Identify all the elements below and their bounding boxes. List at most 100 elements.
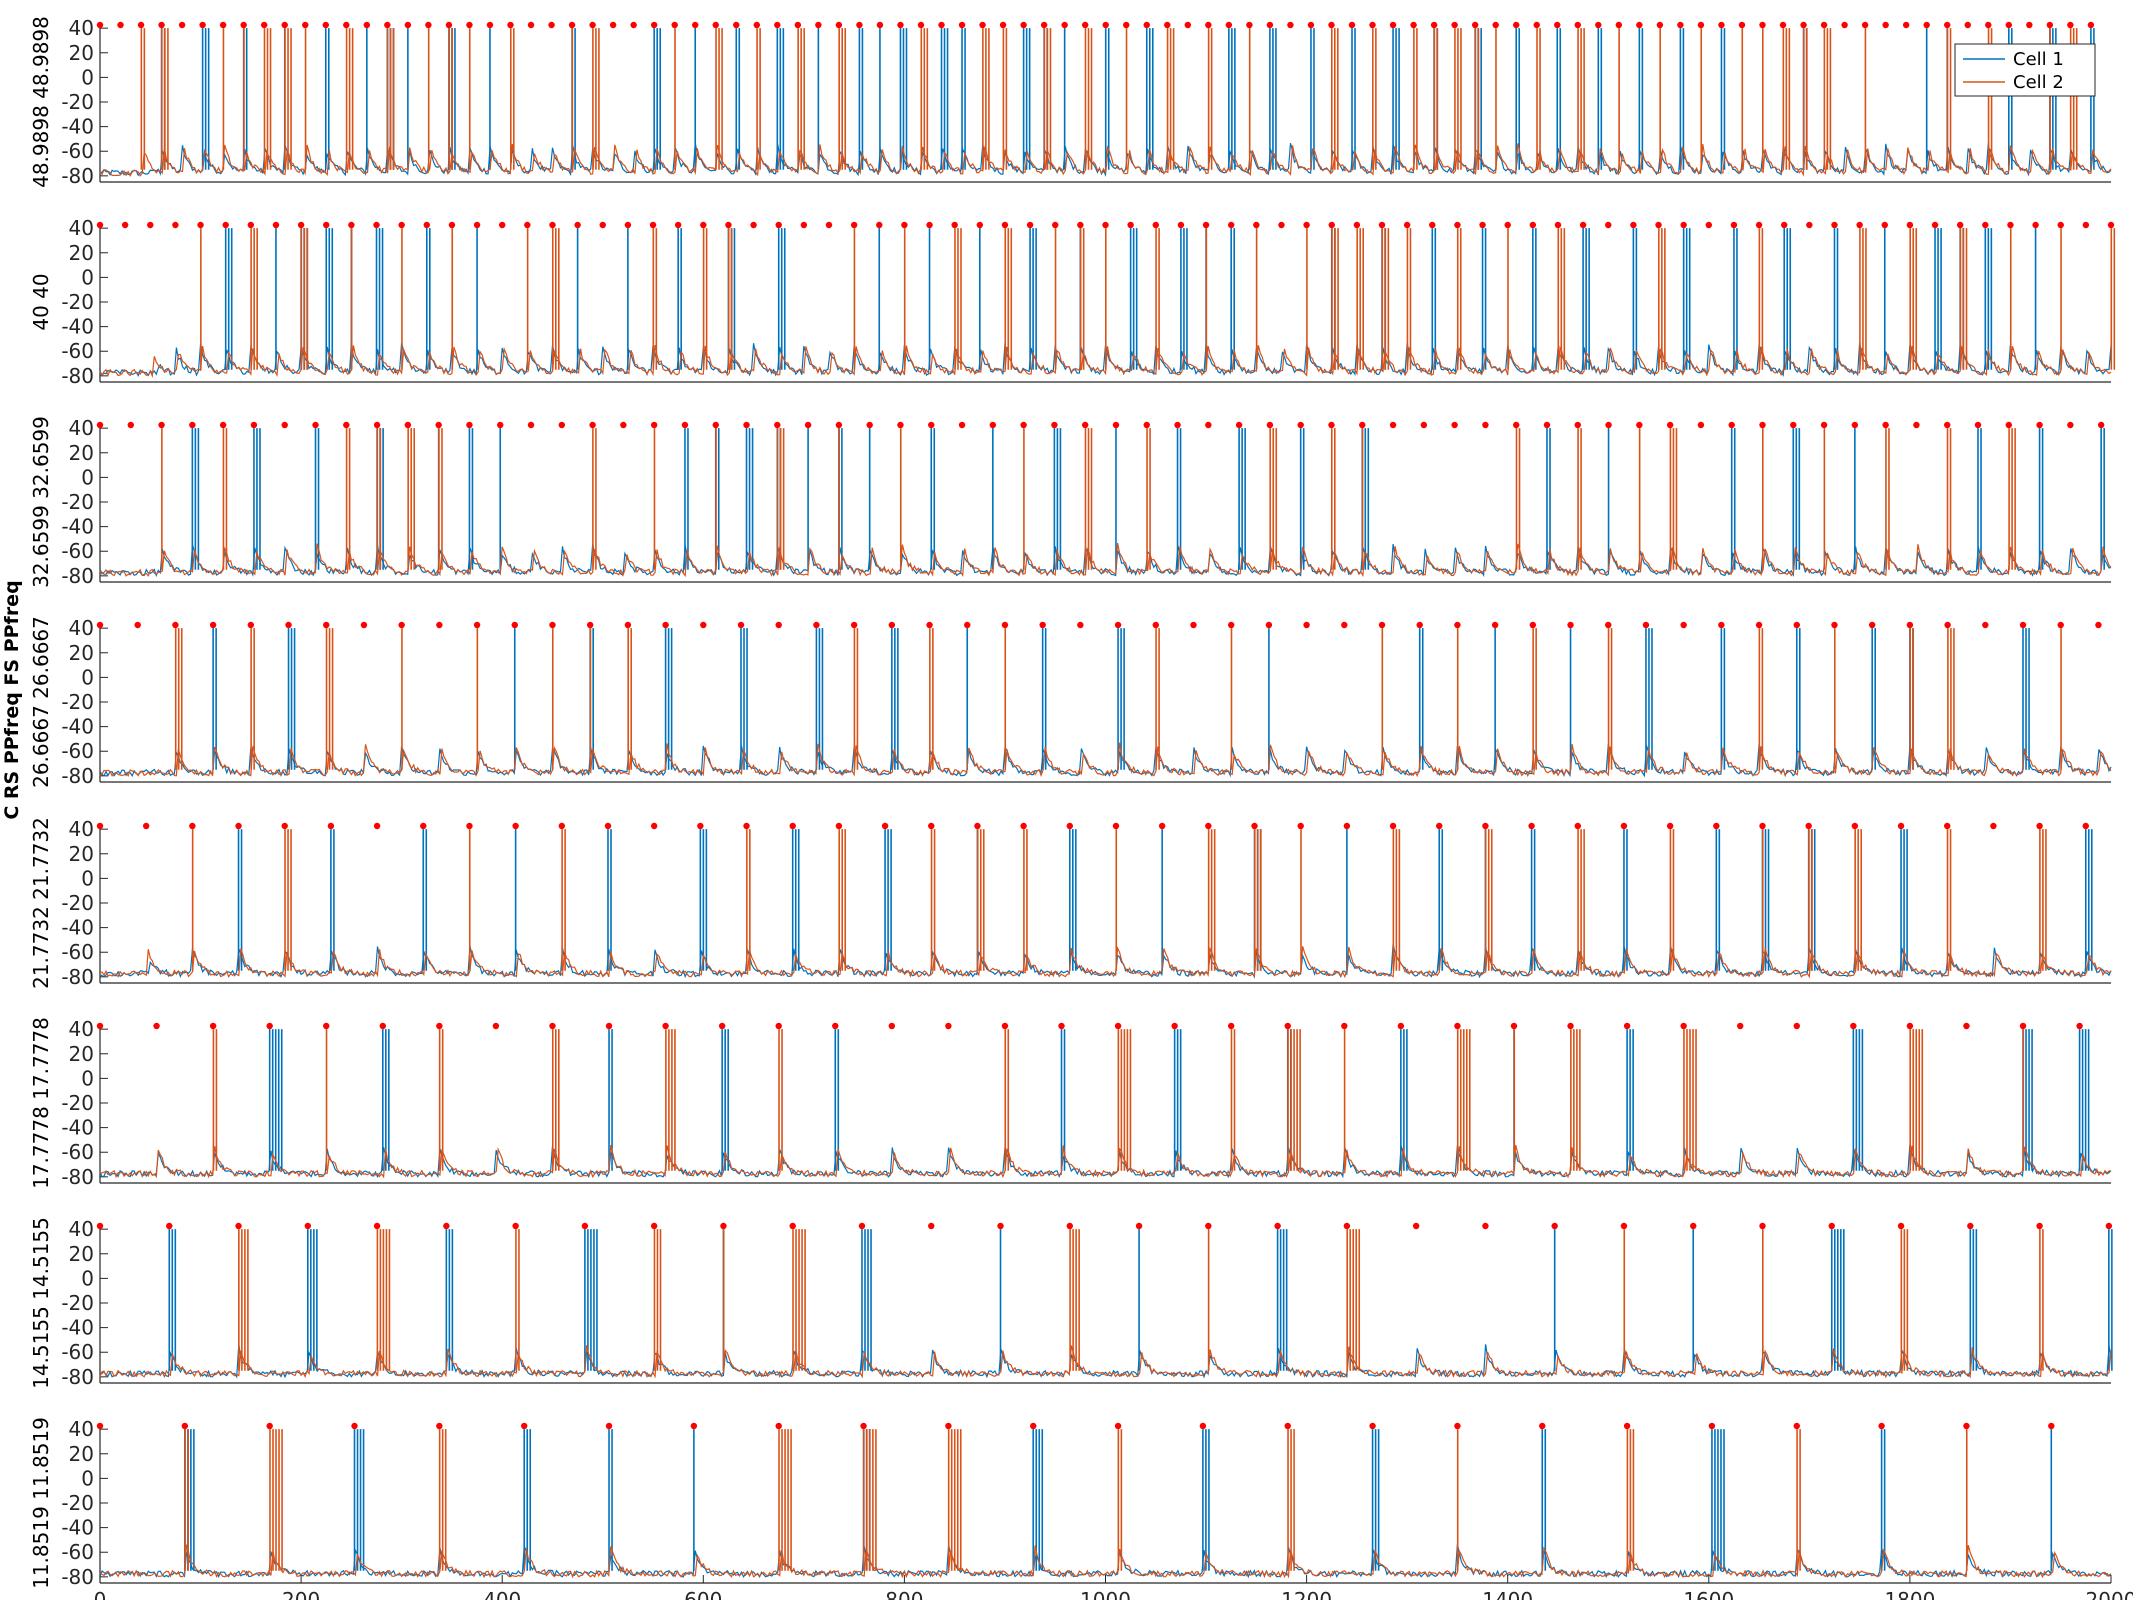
stimulus-marker <box>1574 21 1581 29</box>
stimulus-marker <box>926 621 933 629</box>
stimulus-marker <box>379 1022 386 1030</box>
stimulus-marker <box>1504 221 1511 229</box>
stimulus-marker <box>1759 421 1766 429</box>
stimulus-marker <box>974 822 981 830</box>
stimulus-marker <box>750 221 757 229</box>
stimulus-marker <box>976 221 984 229</box>
stimulus-marker <box>1274 1222 1281 1230</box>
cell-1-trace <box>99 143 2112 177</box>
stimulus-marker <box>997 1222 1004 1230</box>
stimulus-marker <box>599 221 606 229</box>
stimulus-marker <box>250 421 258 429</box>
stimulus-marker <box>281 421 288 429</box>
y-tick-label: -20 <box>61 1491 94 1515</box>
stimulus-marker <box>1081 421 1089 429</box>
y-tick-label: 0 <box>81 1066 94 1090</box>
stimulus-marker <box>1944 822 1951 830</box>
stimulus-marker <box>1039 621 1046 629</box>
cell-2-trace <box>99 143 2112 177</box>
stimulus-marker <box>1389 21 1397 29</box>
stimulus-marker <box>2048 1422 2055 1430</box>
stimulus-marker <box>1636 421 1643 429</box>
stimulus-marker <box>1287 21 1294 29</box>
stimulus-marker <box>1177 221 1185 229</box>
stimulus-marker <box>2019 1022 2027 1030</box>
stimulus-marker <box>343 421 350 429</box>
stimulus-marker <box>1964 21 1971 29</box>
stimulus-marker <box>1755 621 1763 629</box>
stimulus-marker <box>901 221 908 229</box>
panel-ylabel: 40 40 <box>29 273 53 330</box>
stimulus-marker <box>589 21 596 29</box>
stimulus-marker <box>1656 21 1664 29</box>
stimulus-marker <box>1001 1022 1009 1030</box>
stimulus-marker <box>1728 421 1735 429</box>
cell-2-spikes <box>174 628 2062 770</box>
y-tick-label: 40 <box>69 616 94 640</box>
stimulus-marker <box>1205 1222 1212 1230</box>
stimulus-marker <box>1471 21 1479 29</box>
stimulus-marker <box>1127 221 1134 229</box>
y-tick-label: -60 <box>61 539 94 563</box>
stimulus-marker <box>876 21 884 29</box>
cell-1-trace <box>99 1144 2112 1179</box>
stimulus-marker <box>1574 822 1581 830</box>
stimulus-marker <box>650 421 658 429</box>
stimulus-marker <box>1077 621 1084 629</box>
stimulus-marker <box>1574 421 1581 429</box>
y-tick-label: -40 <box>61 515 94 539</box>
stimulus-marker <box>630 21 637 29</box>
x-tick-label: 400 <box>483 1588 521 1600</box>
stimulus-marker <box>1737 1022 1744 1030</box>
stimulus-marker <box>850 621 858 629</box>
stimulus-marker <box>1906 621 1914 629</box>
stimulus-marker <box>649 221 657 229</box>
y-tick-label: -80 <box>61 965 94 989</box>
stimulus-marker <box>172 621 179 629</box>
stimulus-marker <box>1630 221 1637 229</box>
stimulus-marker <box>272 221 280 229</box>
stimulus-marker <box>486 21 494 29</box>
stimulus-marker <box>2107 221 2115 229</box>
stimulus-marker <box>343 21 350 29</box>
cell-2-trace <box>99 1544 2112 1579</box>
stimulus-marker <box>1348 21 1356 29</box>
stimulus-marker <box>832 1022 839 1030</box>
stimulus-marker <box>322 21 329 29</box>
y-tick-label: 20 <box>69 241 94 265</box>
stimulus-marker <box>1820 421 1828 429</box>
stimulus-marker <box>1429 221 1436 229</box>
stimulus-marker <box>2036 822 2043 830</box>
stimulus-marker <box>690 1422 698 1430</box>
stimulus-marker <box>1436 822 1443 830</box>
y-tick-label: -20 <box>61 90 94 114</box>
stimulus-marker <box>1451 421 1458 429</box>
panel-ylabel: 11.8519 11.8519 <box>29 1417 53 1589</box>
stimulus-marker <box>1623 1022 1631 1030</box>
stimulus-marker <box>1412 1222 1420 1230</box>
stimulus-marker <box>445 21 453 29</box>
stimulus-marker <box>527 21 535 29</box>
stimulus-marker <box>681 421 689 429</box>
stimulus-marker <box>743 421 750 429</box>
stimulus-marker <box>142 822 150 830</box>
stimulus-marker <box>718 1022 726 1030</box>
stimulus-marker <box>1697 21 1705 29</box>
stimulus-marker <box>2005 421 2012 429</box>
stimulus-marker <box>1066 1222 1073 1230</box>
stimulus-marker <box>1974 421 1982 429</box>
stimulus-marker <box>720 1222 727 1230</box>
y-tick-label: -60 <box>61 139 94 163</box>
stimulus-marker <box>2036 1222 2043 1230</box>
stimulus-marker <box>1430 21 1438 29</box>
stimulus-marker <box>1759 21 1766 29</box>
stimulus-marker <box>979 21 986 29</box>
stimulus-markers <box>96 621 2102 629</box>
stimulus-marker <box>96 1022 104 1030</box>
stimulus-marker <box>1328 421 1335 429</box>
stimulus-marker <box>815 21 822 29</box>
stimulus-markers <box>96 1422 2055 1430</box>
stimulus-marker <box>856 21 863 29</box>
stimulus-marker <box>127 421 134 429</box>
stimulus-marker <box>1061 21 1068 29</box>
